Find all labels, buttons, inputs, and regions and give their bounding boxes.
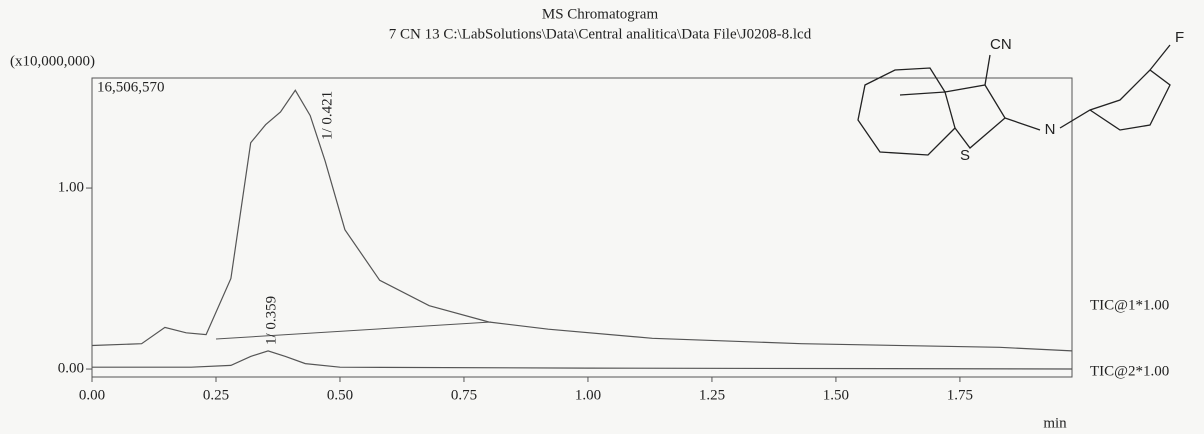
mol-label: CN <box>990 36 1012 53</box>
y-unit: (x10,000,000) <box>10 53 95 69</box>
bonds <box>984 44 1171 131</box>
x-tick-label: 0.25 <box>203 387 229 403</box>
chart-subtitle: 7 CN 13 C:\LabSolutions\Data\Central ana… <box>389 26 812 42</box>
thiophene <box>944 84 1006 149</box>
x-tick-label: 0.00 <box>79 387 105 403</box>
plot-frame <box>91 77 1073 378</box>
x-tick-label: 1.25 <box>699 387 725 403</box>
peak-label: 1/ 0.421 <box>319 91 335 140</box>
max-intensity: 16,506,570 <box>97 79 165 95</box>
x-tick-label: 1.50 <box>823 387 849 403</box>
legend-label: TIC@2*1.00 <box>1090 363 1169 379</box>
chart-title: MS Chromatogram <box>542 6 659 22</box>
mol-label: N <box>1045 121 1056 138</box>
x-label: min <box>1043 415 1067 431</box>
mol-label: F <box>1175 29 1184 46</box>
x-tick-label: 0.50 <box>327 387 353 403</box>
legend-label: TIC@1*1.00 <box>1090 297 1169 313</box>
ring-7 <box>857 67 956 156</box>
trace <box>92 350 1073 370</box>
trace <box>91 89 1073 352</box>
x-tick-label: 1.00 <box>575 387 601 403</box>
mol-label: S <box>960 147 970 164</box>
integration-baseline <box>215 321 492 340</box>
x-tick-label: 1.75 <box>947 387 973 403</box>
molecule: CN N S F <box>857 29 1184 164</box>
peak-label: 1/ 0.359 <box>263 296 279 345</box>
x-tick-label: 0.75 <box>451 387 477 403</box>
y-tick-label: 0.00 <box>58 360 84 376</box>
y-tick-label: 1.00 <box>58 179 84 195</box>
